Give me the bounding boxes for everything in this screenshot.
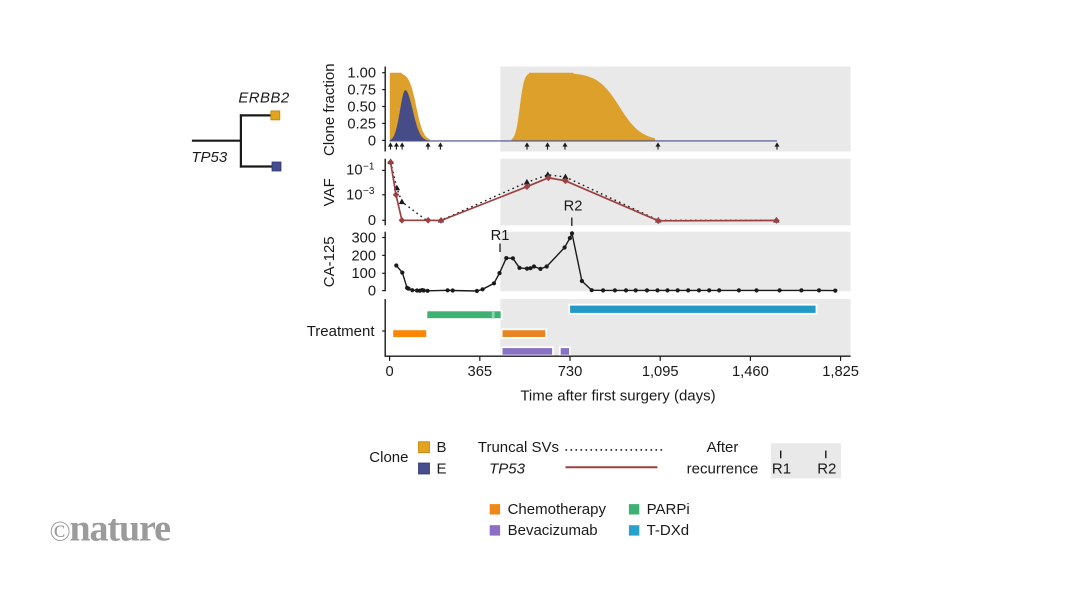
svg-text:After: After bbox=[707, 439, 739, 456]
svg-text:recurrence: recurrence bbox=[687, 460, 759, 477]
svg-text:1,825: 1,825 bbox=[822, 364, 859, 380]
svg-text:Clone fraction: Clone fraction bbox=[321, 63, 338, 156]
svg-text:TP53: TP53 bbox=[191, 149, 228, 166]
svg-text:Chemotherapy: Chemotherapy bbox=[508, 501, 607, 518]
svg-text:R1: R1 bbox=[772, 460, 791, 477]
svg-text:nature: nature bbox=[70, 508, 171, 550]
svg-text:0.25: 0.25 bbox=[347, 116, 376, 132]
svg-text:0: 0 bbox=[368, 133, 376, 149]
svg-text:Truncal SVs: Truncal SVs bbox=[478, 439, 559, 456]
svg-text:1,460: 1,460 bbox=[732, 364, 769, 380]
svg-text:730: 730 bbox=[558, 364, 583, 380]
svg-text:T-DXd: T-DXd bbox=[647, 522, 690, 539]
svg-text:Time after first surgery (days: Time after first surgery (days) bbox=[520, 388, 715, 405]
svg-text:0: 0 bbox=[368, 213, 376, 229]
svg-text:0.75: 0.75 bbox=[347, 83, 376, 99]
svg-text:200: 200 bbox=[351, 248, 376, 264]
svg-text:0.50: 0.50 bbox=[347, 99, 376, 115]
svg-text:©: © bbox=[50, 517, 71, 548]
svg-text:TP53: TP53 bbox=[489, 460, 526, 477]
svg-text:Bevacizumab: Bevacizumab bbox=[508, 522, 598, 539]
svg-text:1,095: 1,095 bbox=[642, 364, 679, 380]
svg-text:365: 365 bbox=[468, 364, 493, 380]
svg-text:R2: R2 bbox=[817, 460, 836, 477]
svg-text:10: 10 bbox=[346, 163, 362, 179]
svg-text:ERBB2: ERBB2 bbox=[238, 90, 289, 107]
svg-text:1.00: 1.00 bbox=[347, 66, 376, 82]
svg-text:300: 300 bbox=[351, 230, 376, 246]
svg-text:Clone: Clone bbox=[369, 449, 408, 466]
svg-text:R2: R2 bbox=[564, 199, 583, 215]
svg-text:CA-125: CA-125 bbox=[321, 236, 338, 287]
svg-text:B: B bbox=[437, 439, 447, 456]
svg-text:VAF: VAF bbox=[321, 178, 338, 206]
svg-text:Treatment: Treatment bbox=[307, 323, 376, 340]
svg-text:−3: −3 bbox=[363, 186, 375, 197]
svg-text:0: 0 bbox=[386, 364, 394, 380]
svg-text:100: 100 bbox=[351, 266, 376, 282]
svg-text:PARPi: PARPi bbox=[647, 501, 690, 518]
svg-text:E: E bbox=[437, 460, 447, 477]
svg-text:0: 0 bbox=[368, 284, 376, 300]
svg-text:−1: −1 bbox=[363, 161, 375, 172]
svg-text:R1: R1 bbox=[491, 228, 510, 244]
svg-text:10: 10 bbox=[346, 187, 362, 203]
